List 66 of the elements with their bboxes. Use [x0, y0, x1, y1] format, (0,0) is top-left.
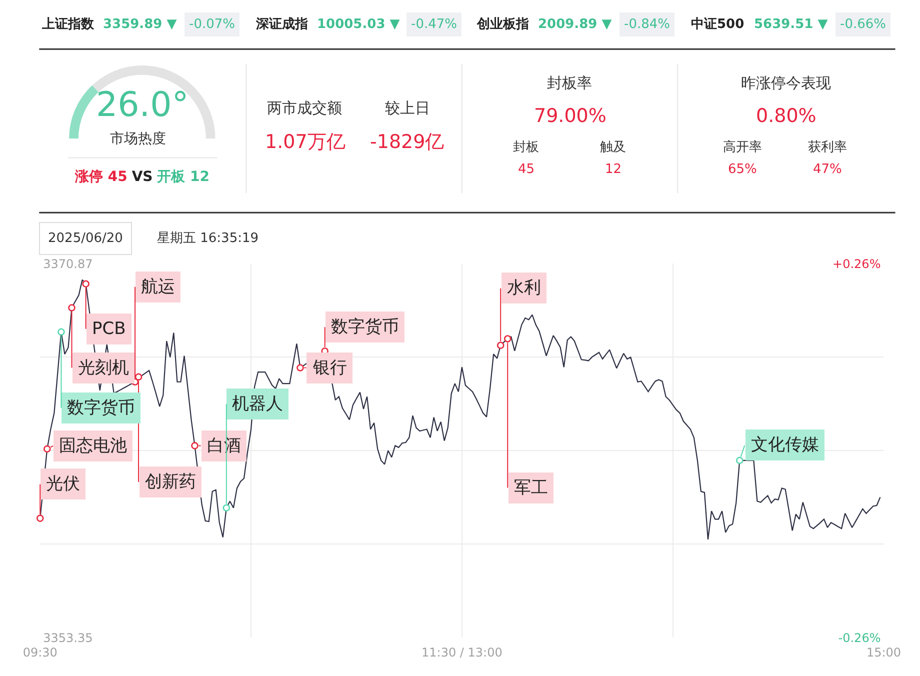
text: -0.66%: [840, 17, 886, 32]
text: 0.80%: [756, 105, 816, 127]
text: 深证成指: [255, 17, 308, 32]
text: 47%: [813, 162, 842, 177]
text: VS: [132, 169, 153, 185]
text: 触及: [600, 140, 626, 155]
point: [504, 335, 512, 342]
text: 26.0°: [96, 85, 189, 125]
text: 3359.89 ▼: [103, 17, 177, 32]
data-label: 文化传媒: [751, 435, 819, 455]
text: 封板率: [547, 74, 592, 92]
data-label: 数字货币: [67, 398, 135, 418]
y2-tick-label: -0.26%: [838, 630, 881, 645]
text: 涨停 45: [74, 169, 128, 185]
text: 中证500: [691, 17, 744, 32]
point: [82, 280, 90, 288]
data-label: 创新药: [145, 472, 196, 492]
point: [296, 364, 304, 372]
text: 创业板指: [476, 17, 529, 32]
data-label: 光刻机: [78, 358, 129, 378]
text: 封板: [513, 140, 539, 155]
data-label: 银行: [312, 358, 347, 378]
text: 65%: [728, 162, 757, 177]
point: [736, 456, 744, 464]
text: 获利率: [808, 139, 847, 155]
text: -0.07%: [189, 17, 235, 32]
data-label: 航运: [141, 277, 175, 297]
data-label: 数字货币: [331, 317, 399, 337]
data-label: PCB: [92, 319, 126, 339]
point: [191, 442, 198, 450]
text: -1829亿: [370, 131, 444, 153]
text: 2009.89 ▼: [538, 17, 612, 32]
text: 较上日: [385, 99, 430, 117]
x-tick-label: 09:30: [22, 646, 58, 660]
chart-title: 2025/06/20: [48, 231, 123, 246]
point: [68, 304, 76, 312]
x-tick-label: 11:30 / 13:00: [422, 646, 502, 660]
text: 上证指数: [41, 17, 95, 32]
text: 1.07万亿: [265, 131, 346, 153]
text: -0.47%: [411, 17, 457, 32]
data-label: 光伏: [46, 474, 80, 494]
text: 45: [518, 162, 535, 177]
text: -0.84%: [624, 17, 670, 32]
text: 高开率: [723, 139, 762, 155]
data-label: 固态电池: [59, 436, 127, 456]
y2-tick-label: +0.26%: [832, 256, 881, 271]
text: 12: [605, 162, 622, 177]
data-label: 水利: [507, 278, 541, 298]
text: 开板 12: [156, 169, 210, 185]
text: 两市成交额: [267, 99, 342, 117]
point: [134, 373, 142, 381]
point: [222, 504, 230, 512]
text: 5639.51 ▼: [754, 17, 828, 32]
text: 市场热度: [110, 131, 166, 147]
y-tick-label: 3370.87: [43, 256, 93, 271]
chart-subtitle: 星期五 16:35:19: [157, 231, 259, 246]
y-tick-label: 3353.35: [43, 630, 93, 645]
x-tick-label: 15:00: [866, 646, 902, 660]
text: 79.00%: [534, 105, 606, 127]
point: [36, 514, 44, 522]
text: 10005.03 ▼: [317, 17, 400, 32]
data-label: 军工: [514, 478, 548, 498]
text: 昨涨停今表现: [741, 74, 831, 92]
data-label: 机器人: [232, 394, 283, 414]
point: [58, 328, 65, 336]
point: [496, 342, 504, 349]
